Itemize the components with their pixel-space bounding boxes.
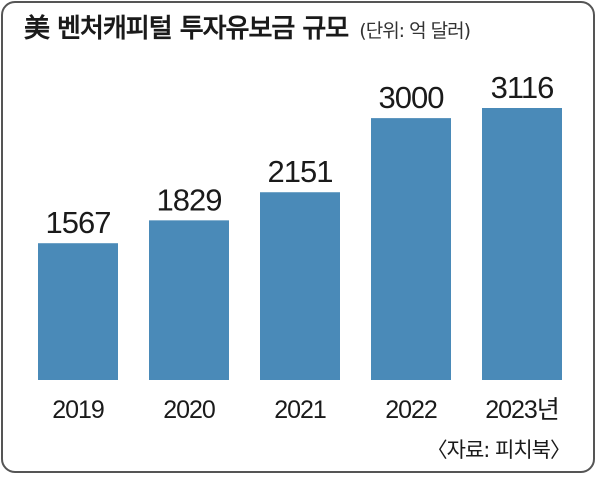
bar-2023년 (482, 108, 562, 380)
category-label-2020: 2020 (163, 396, 215, 424)
source-note: 〈자료: 피치북〉 (426, 438, 571, 462)
data-label-2020: 1829 (157, 182, 222, 217)
bar-2022 (371, 118, 451, 381)
chart-title-block: 美 벤처캐피털 투자유보금 규모 (단위: 억 달러) (24, 14, 471, 44)
unit-label: (단위: 억 달러) (359, 20, 471, 42)
bar-2020 (149, 220, 229, 380)
category-label-2022: 2022 (385, 396, 437, 424)
bar-2019 (38, 243, 118, 380)
category-label-2023년: 2023년 (485, 396, 559, 424)
bar-2021 (260, 192, 340, 380)
category-label-2021: 2021 (274, 396, 326, 424)
data-label-2022: 3000 (379, 80, 445, 115)
data-label-2019: 1567 (46, 205, 111, 240)
data-label-2023년: 3116 (491, 70, 554, 105)
data-label-2021: 2151 (268, 154, 333, 189)
chart-title: 美 벤처캐피털 투자유보금 규모 (24, 14, 349, 44)
category-label-2019: 2019 (52, 396, 104, 424)
chart-frame (1, 1, 595, 473)
